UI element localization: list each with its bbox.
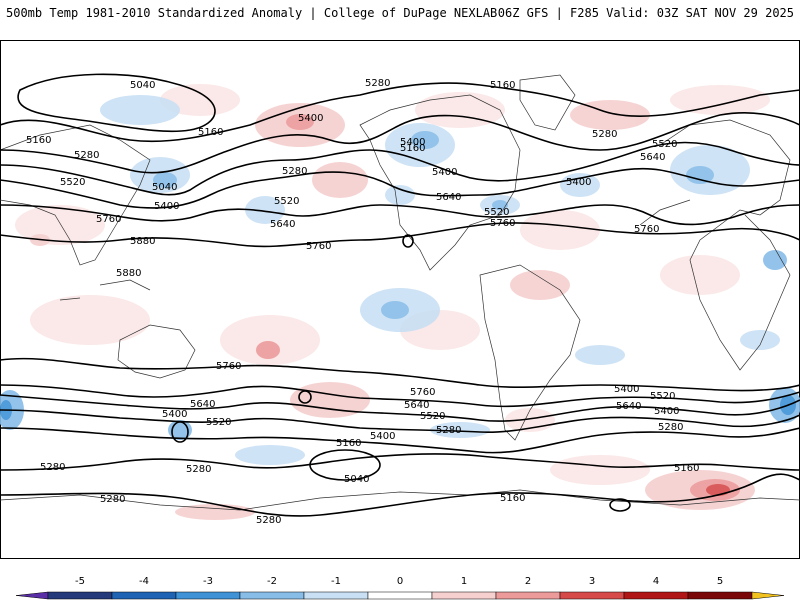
- warm-anomaly-shading: [15, 84, 770, 520]
- contour-label: 5520: [650, 391, 675, 402]
- contour-label: 5400: [298, 113, 323, 124]
- contour-label: 5160: [400, 143, 425, 154]
- contour-label: 5160: [198, 127, 223, 138]
- contour-label: 5880: [130, 236, 155, 247]
- colorbar-swatch: [175, 591, 241, 600]
- contour-label: 5040: [344, 474, 369, 485]
- colorbar-tick: -5: [75, 576, 85, 587]
- contour-label: 5640: [640, 152, 665, 163]
- contour-label: 5520: [652, 139, 677, 150]
- contour-label: 5640: [436, 192, 461, 203]
- contour-label: 5400: [400, 137, 425, 148]
- contour-label: 5760: [490, 218, 515, 229]
- contour-label: 5760: [410, 387, 435, 398]
- contour-label: 5160: [500, 493, 525, 504]
- contour-label: 5640: [190, 399, 215, 410]
- contour-label: 5400: [614, 384, 639, 395]
- contour-label: 5280: [365, 78, 390, 89]
- contour-label: 5520: [206, 417, 231, 428]
- contour-label: 5280: [40, 462, 65, 473]
- colorbar-swatch: [559, 591, 625, 600]
- colorbar-tick: 2: [525, 576, 531, 587]
- contour-label: 5520: [274, 196, 299, 207]
- contour-label: 5400: [566, 177, 591, 188]
- contour-label: 5280: [436, 425, 461, 436]
- colorbar-swatch: [303, 591, 369, 600]
- contour-label: 5160: [674, 463, 699, 474]
- contour-label: 5520: [60, 177, 85, 188]
- model-run-info: 06Z GFS | F285 Valid: 03Z SAT NOV 29 202…: [497, 6, 794, 20]
- contour-label: 5280: [256, 515, 281, 526]
- contour-label: 5280: [658, 422, 683, 433]
- contour-label: 5640: [270, 219, 295, 230]
- colorbar-swatch: [751, 591, 785, 600]
- contour-label: 5640: [616, 401, 641, 412]
- colorbar-swatches: [15, 591, 785, 600]
- contour-label: 5640: [404, 400, 429, 411]
- colorbar-swatch: [431, 591, 497, 600]
- contour-label: 5280: [100, 494, 125, 505]
- contour-label: 5160: [26, 135, 51, 146]
- colorbar-swatch: [239, 591, 305, 600]
- colorbar-swatch: [367, 591, 433, 600]
- colorbar-tick: -2: [267, 576, 277, 587]
- colorbar-tick-labels: -5 -4 -3 -2 -1 0 1 2 3 4 5: [75, 576, 723, 587]
- contour-label: 5040: [130, 80, 155, 91]
- contour-label: 5400: [432, 167, 457, 178]
- contour-label: 5400: [370, 431, 395, 442]
- cold-anomaly-shading: [0, 95, 800, 465]
- map-title: 500mb Temp 1981-2010 Standardized Anomal…: [6, 6, 498, 20]
- contour-label: 5040: [152, 182, 177, 193]
- contour-label: 5760: [306, 241, 331, 252]
- contour-labels: 5040 5280 5160 5160 5400 5160 5280 5520 …: [26, 78, 699, 526]
- colorbar-tick: 0: [397, 576, 403, 587]
- colorbar-swatch: [623, 591, 689, 600]
- height-contours: [0, 73, 800, 517]
- contour-label: 5280: [74, 150, 99, 161]
- contour-label: 5760: [216, 361, 241, 372]
- colorbar-swatch: [687, 591, 753, 600]
- contour-label: 5400: [154, 201, 179, 212]
- contour-label: 5280: [282, 166, 307, 177]
- contour-label: 5880: [116, 268, 141, 279]
- colorbar-swatch: [15, 591, 49, 600]
- contour-label: 5400: [654, 406, 679, 417]
- contour-label: 5280: [592, 129, 617, 140]
- colorbar-swatch: [47, 591, 113, 600]
- colorbar-swatch: [495, 591, 561, 600]
- contour-label: 5760: [96, 214, 121, 225]
- contour-label: 5520: [420, 411, 445, 422]
- contour-label: 5760: [634, 224, 659, 235]
- colorbar-tick: -1: [331, 576, 341, 587]
- colorbar-tick: 4: [653, 576, 659, 587]
- colorbar-tick: 5: [717, 576, 723, 587]
- contour-label: 5520: [484, 207, 509, 218]
- anomaly-map: 5040 5280 5160 5160 5400 5160 5280 5520 …: [0, 40, 800, 559]
- colorbar-swatch: [111, 591, 177, 600]
- colorbar-tick: -4: [139, 576, 149, 587]
- contour-label: 5400: [162, 409, 187, 420]
- contour-label: 5160: [336, 438, 361, 449]
- colorbar-tick: 3: [589, 576, 595, 587]
- contour-label: 5160: [490, 80, 515, 91]
- colorbar-tick: 1: [461, 576, 467, 587]
- colorbar-tick: -3: [203, 576, 213, 587]
- contour-label: 5280: [186, 464, 211, 475]
- anomaly-colorbar: -5 -4 -3 -2 -1 0 1 2 3 4 5: [15, 576, 785, 600]
